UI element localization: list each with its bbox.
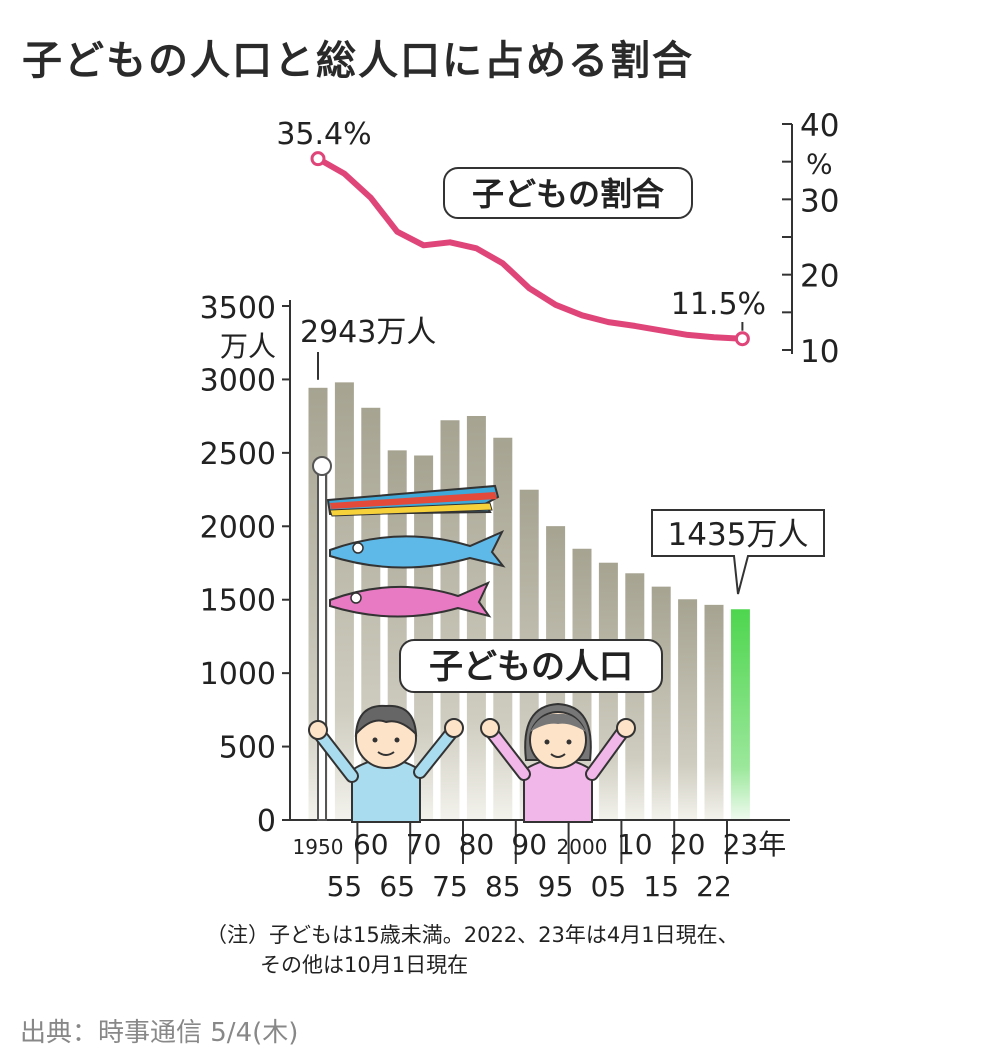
- x-tick-label-top: 20: [670, 828, 706, 861]
- x-tick-label-top: 60: [353, 828, 389, 861]
- ratio-tick-label: 20: [800, 259, 839, 295]
- population-bar-1975: [440, 420, 460, 820]
- x-tick-label-top: 80: [459, 828, 495, 861]
- ratio-axis: 40 30 20 10%: [782, 108, 839, 370]
- ratio-value-label: 11.5%: [671, 287, 766, 322]
- population-bar-2020: [678, 599, 698, 820]
- population-axis: 3500 3000 2500 2000 1500 1000 500 0 万人: [200, 291, 291, 839]
- population-bar-2022: [704, 604, 724, 820]
- x-tick-label-bottom: 75: [432, 870, 468, 903]
- population-value-label: 1435万人: [668, 517, 809, 553]
- x-tick-label-top: 90: [511, 828, 547, 861]
- population-bar-1980: [466, 415, 486, 820]
- population-tick-label: 1000: [200, 657, 276, 692]
- ratio-series-text: 子どもの割合: [472, 175, 664, 213]
- ratio-series-label: 子どもの割合: [443, 167, 693, 219]
- x-axis: 1950 60 70 80 90 2000 10 20 23年 55 65 75 85 95 05 15 22: [290, 819, 790, 903]
- x-tick-label-top: 70: [406, 828, 442, 861]
- population-tick-label: 2000: [200, 510, 276, 545]
- source-credit: 出典：時事通信 5/4(木): [20, 1018, 299, 1048]
- page-title: 子どもの人口と総人口に占める割合: [22, 38, 694, 84]
- population-tick-label: 500: [219, 731, 276, 766]
- x-tick-label-bottom: 85: [485, 870, 521, 903]
- child-girl-icon: [480, 702, 636, 823]
- population-tick-label: 0: [257, 804, 276, 839]
- carp-streamer-icon: [312, 456, 506, 821]
- population-bar-2010: [625, 573, 645, 820]
- x-tick-label-top: 10: [617, 828, 653, 861]
- x-tick-label-top: 23年: [723, 828, 787, 861]
- x-tick-label-bottom: 55: [327, 870, 363, 903]
- population-series-text: 子どもの人口: [429, 647, 633, 687]
- ratio-marker-1950: [310, 151, 326, 167]
- population-tick-label: 1500: [200, 584, 276, 619]
- population-series-label: 子どもの人口: [399, 639, 663, 693]
- population-unit-label: 万人: [220, 330, 276, 363]
- population-callout-box: [651, 509, 825, 595]
- ratio-tick-label: 10: [800, 334, 839, 370]
- ratio-labels: 35.4% 11.5%: [276, 117, 766, 331]
- x-tick-label-bottom: 15: [643, 870, 679, 903]
- ratio-line: [315, 155, 746, 342]
- x-tick-label-bottom: 65: [379, 870, 415, 903]
- x-tick-label-top: 1950: [293, 835, 344, 859]
- population-value-label: 2943万人: [300, 315, 436, 350]
- ratio-tick-label: 40: [800, 108, 839, 144]
- ratio-value-label: 35.4%: [276, 117, 371, 152]
- ratio-unit-label: %: [806, 148, 833, 181]
- chart-note: （注）子どもは15歳未満。2022、23年は4月1日現在、 その他は10月1日現…: [206, 920, 739, 980]
- population-bar-2023: [730, 609, 750, 820]
- note-line: （注）子どもは15歳未満。2022、23年は4月1日現在、: [206, 923, 739, 947]
- population-tick-label: 3500: [200, 291, 276, 326]
- ratio-marker-2023: [734, 331, 750, 347]
- population-tick-label: 3000: [200, 363, 276, 398]
- x-tick-label-bottom: 95: [538, 870, 574, 903]
- population-labels: 2943万人 1435万人: [300, 315, 825, 595]
- note-line: その他は10月1日現在: [260, 953, 469, 977]
- x-tick-label-top: 2000: [557, 835, 608, 859]
- child-boy-icon: [308, 704, 464, 823]
- ratio-markers: [310, 151, 750, 347]
- population-tick-label: 2500: [200, 437, 276, 472]
- ratio-tick-label: 30: [800, 183, 839, 219]
- x-tick-label-bottom: 05: [591, 870, 627, 903]
- population-bar-2015: [651, 586, 671, 820]
- x-tick-label-bottom: 22: [696, 870, 732, 903]
